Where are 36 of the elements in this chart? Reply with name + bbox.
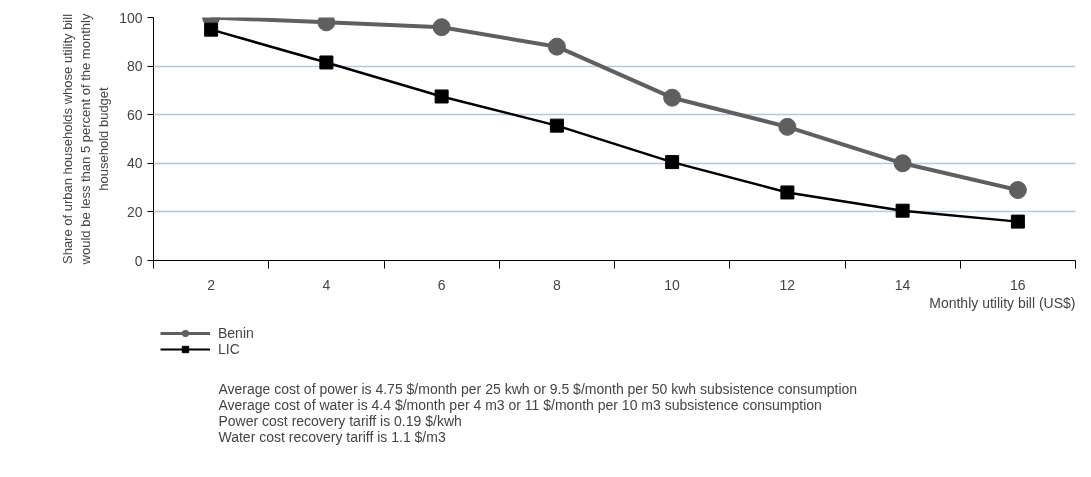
point <box>778 117 797 136</box>
legend-label: Benin <box>218 325 254 341</box>
point <box>547 37 566 56</box>
text: Average cost of water is 4.4 $/month per 4 m3 or 11 $/month per 10 m3 subsistence consumption <box>218 396 822 413</box>
x-axis-title: Monthly utility bill (US$) <box>929 294 1076 311</box>
x-tick-label: 4 <box>322 276 331 293</box>
point <box>1010 214 1025 229</box>
y-tick-label: 0 <box>134 252 143 269</box>
x-tick-label: 12 <box>779 276 796 293</box>
text: Average cost of power is 4.75 $/month per 25 kwh or 9.5 $/month per 50 kwh subsistence consumption <box>218 380 858 397</box>
y-tick-label: 60 <box>126 106 143 123</box>
x-tick-label: 10 <box>664 276 681 293</box>
point <box>893 154 912 173</box>
x-tick-label: 14 <box>894 276 911 293</box>
y-tick-label: 40 <box>126 155 143 172</box>
y-tick-label: 100 <box>119 9 143 26</box>
y-tick-label: 20 <box>126 203 143 220</box>
point <box>665 155 680 170</box>
y-tick-label: 80 <box>126 58 143 75</box>
x-tick-label: 6 <box>437 276 446 293</box>
legend-label: LIC <box>218 341 240 357</box>
point <box>319 55 334 70</box>
point <box>780 185 795 200</box>
point <box>434 89 449 104</box>
point <box>663 88 682 107</box>
x-tick-label: 2 <box>207 276 216 293</box>
point <box>204 22 219 37</box>
y-axis-title: Share of urban households whose utility bill would be less than 5 percent of the monthly household budget <box>60 13 112 266</box>
text: Power cost recovery tariff is 0.19 $/kwh <box>218 412 462 429</box>
text: Water cost recovery tariff is 1.1 $/m3 <box>218 428 446 445</box>
point <box>432 18 451 37</box>
x-tick-label: 16 <box>1010 276 1026 293</box>
point <box>549 118 564 133</box>
point <box>895 203 910 218</box>
point <box>1008 181 1027 200</box>
x-tick-label: 8 <box>552 276 561 293</box>
